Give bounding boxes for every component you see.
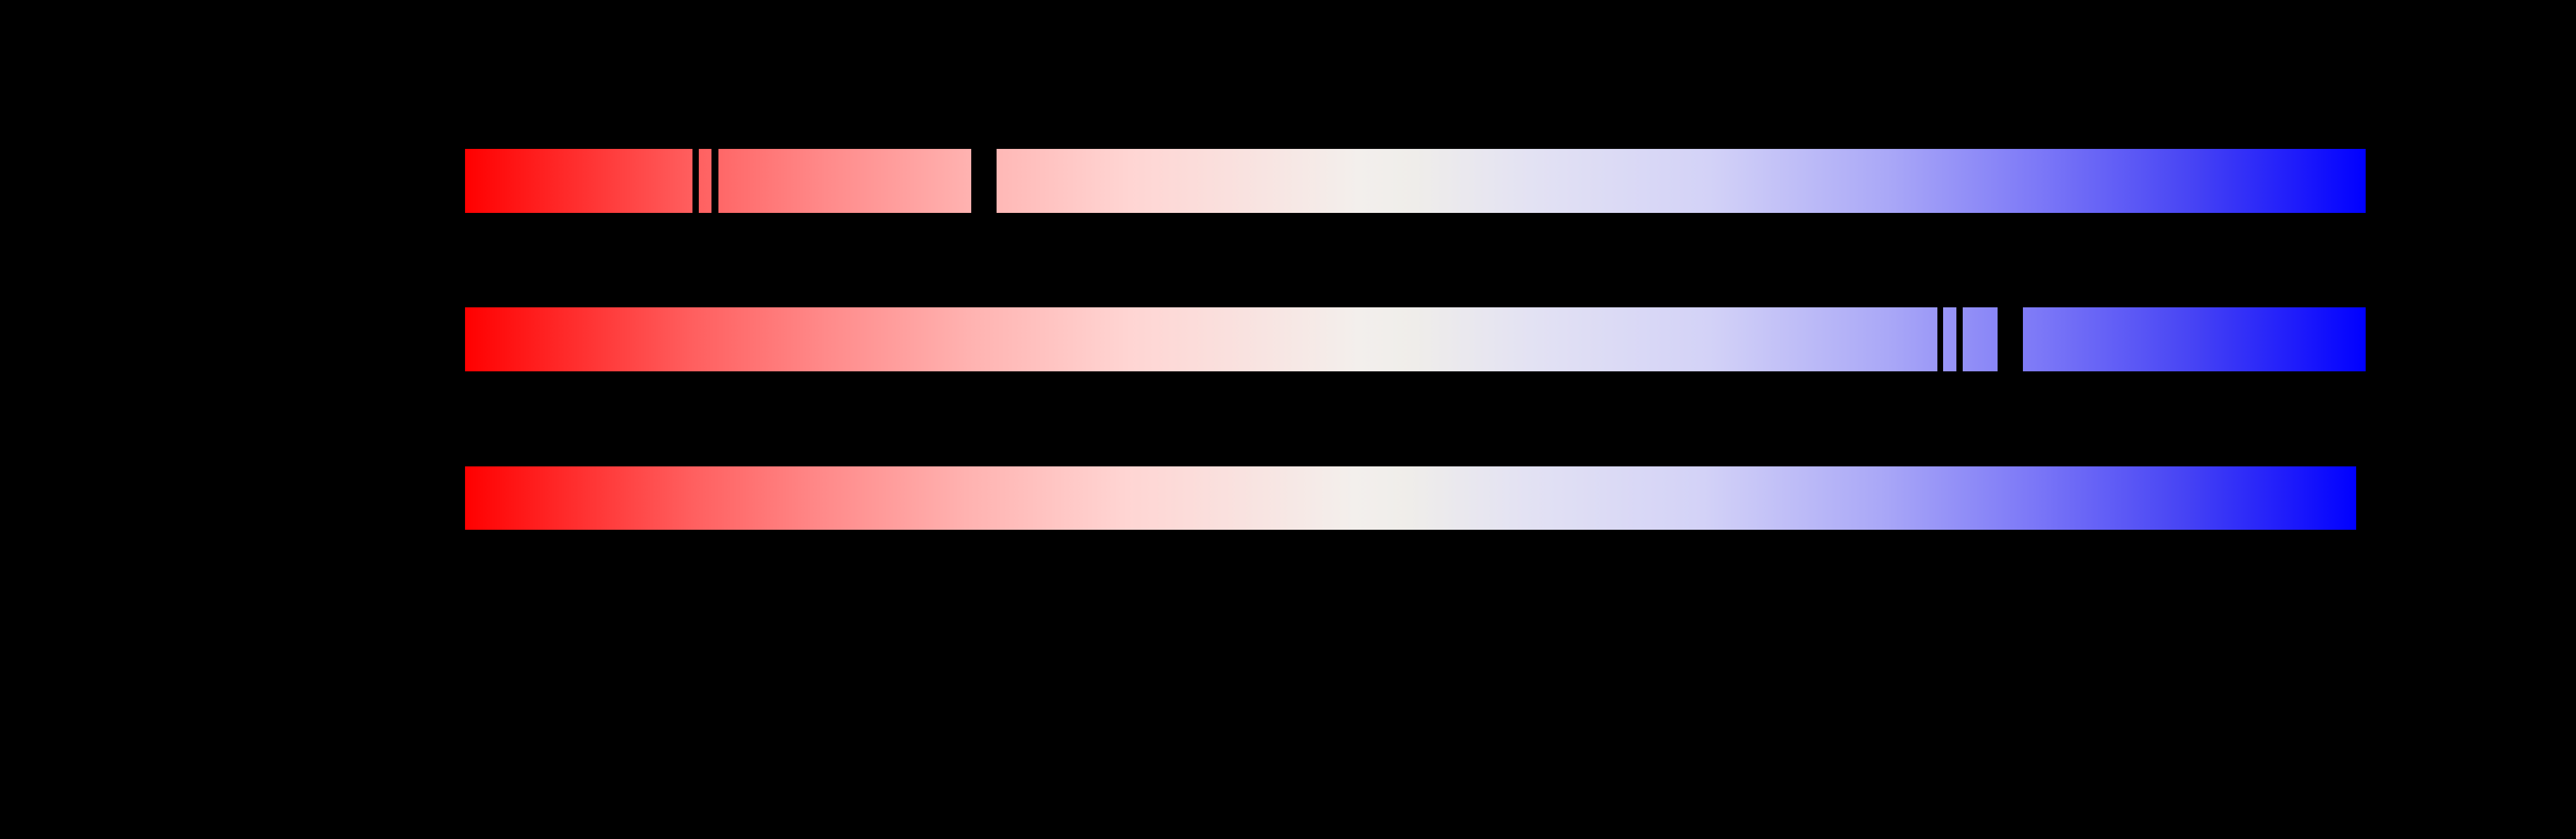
middle-gradient-bar xyxy=(465,307,2366,371)
top-gradient-bar-gap xyxy=(971,149,997,213)
top-gradient-bar xyxy=(465,149,2366,213)
top-gradient-bar-gap xyxy=(711,149,718,213)
top-gradient-bar-gap xyxy=(692,149,699,213)
bottom-gradient-bar xyxy=(465,466,2356,530)
middle-gradient-bar-gap xyxy=(1998,307,2023,371)
middle-gradient-bar-gap xyxy=(1937,307,1943,371)
middle-gradient-bar-gap xyxy=(1956,307,1963,371)
